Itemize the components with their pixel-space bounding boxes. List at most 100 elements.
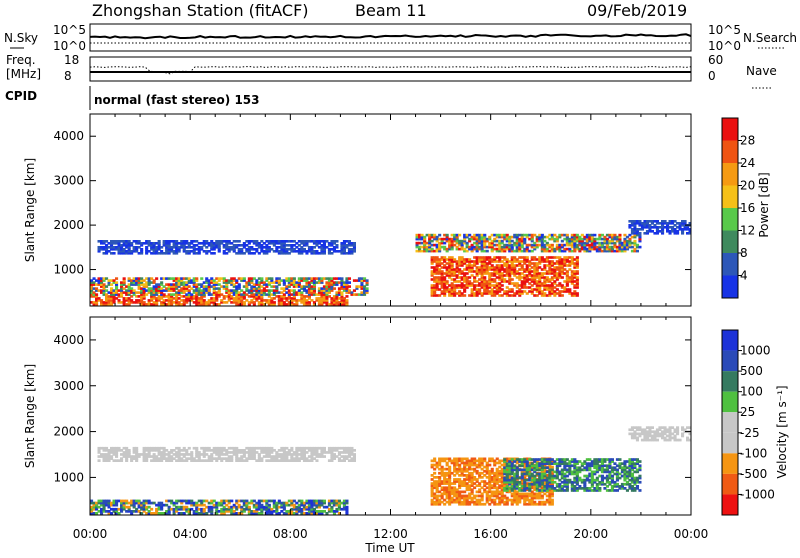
power-cell [95, 293, 98, 296]
velocity-cell [190, 451, 193, 454]
power-cell [483, 276, 486, 279]
power-cell [348, 277, 351, 280]
power-heatmap [90, 220, 692, 306]
power-cell [551, 244, 554, 247]
power-cell [501, 284, 504, 287]
power-cell [576, 276, 579, 279]
nsky-tick-bottom: 10^0 [53, 39, 86, 53]
power-cell [366, 287, 369, 290]
freq-label-1: Freq. [6, 53, 36, 67]
power-ytick-label: 3000 [53, 174, 84, 188]
velocity-cell [128, 449, 131, 452]
nave-tick-top: 60 [708, 53, 723, 67]
velocity-cell [98, 459, 101, 462]
velocity-cell [353, 449, 356, 452]
nave-label: Nave [746, 64, 777, 78]
nsearch-tick-top: 10^5 [708, 23, 741, 37]
date-label: 09/Feb/2019 [587, 1, 687, 20]
freq-tick-top: 18 [64, 53, 79, 67]
power-cell [115, 281, 118, 284]
power-cell [353, 242, 356, 245]
velocity-cell [353, 453, 356, 456]
power-cell [158, 240, 161, 243]
power-cell [511, 288, 514, 291]
power-cell [200, 277, 203, 280]
power-cell [273, 301, 276, 304]
power-cell [618, 234, 621, 237]
power-cell [458, 234, 461, 237]
power-cell [366, 279, 369, 282]
velocity-cell [188, 447, 191, 450]
power-ytick-label: 2000 [53, 218, 84, 232]
power-cell [568, 288, 571, 291]
power-cell [526, 256, 529, 259]
velocity-cell [483, 458, 486, 461]
cpid-text: normal (fast stereo) 153 [94, 93, 260, 107]
power-cell [636, 250, 639, 253]
velocity-cell [323, 455, 326, 458]
velocity-cell [150, 508, 153, 511]
power-cell [293, 277, 296, 280]
velocity-cell [248, 506, 251, 509]
power-cell [446, 234, 449, 237]
power-cell [335, 244, 338, 247]
power-cell [243, 277, 246, 280]
power-cell [576, 292, 579, 295]
power-cell [438, 234, 441, 237]
power-ytick-label: 1000 [53, 263, 84, 277]
power-cell [160, 281, 163, 284]
power-cell [561, 294, 564, 297]
power-cell [483, 234, 486, 237]
velocity-cell [268, 504, 271, 507]
power-cell [238, 240, 241, 243]
power-cell [593, 234, 596, 237]
power-cell [270, 277, 273, 280]
power-cell [163, 293, 166, 296]
nsky-label: N.Sky [4, 31, 38, 45]
power-cell [348, 281, 351, 284]
power-cell [113, 252, 116, 255]
freq-tick-bottom: 8 [64, 69, 72, 83]
velocity-heatmap [90, 426, 692, 514]
velocity-cell [433, 472, 436, 475]
power-cell [638, 246, 641, 249]
velocity-cell [323, 447, 326, 450]
power-cell [238, 283, 241, 286]
power-cell [576, 256, 579, 259]
nsky-trace [90, 34, 691, 38]
velocity-cell [491, 468, 494, 471]
power-cell [486, 250, 489, 253]
power-cell [140, 248, 143, 251]
power-cell [155, 277, 158, 280]
velocity-cell [323, 500, 326, 503]
velocity-cell [551, 466, 554, 469]
velocity-cell [290, 447, 293, 450]
power-cell [195, 277, 198, 280]
power-cell [566, 234, 569, 237]
power-cell [638, 232, 641, 235]
velocity-cell [551, 499, 554, 502]
power-cell [333, 287, 336, 290]
velocity-cell [135, 447, 138, 450]
velocity-cell [448, 466, 451, 469]
power-ylabel: Slant Range [km] [23, 158, 37, 262]
beam-label: Beam 11 [355, 1, 427, 20]
power-cell [348, 285, 351, 288]
power-ytick-label: 4000 [53, 129, 84, 143]
station-title: Zhongshan Station (fitACF) [92, 1, 309, 20]
power-cell [123, 277, 126, 280]
power-panel-frame [90, 114, 691, 306]
power-cell [463, 294, 466, 297]
power-cell [446, 280, 449, 283]
velocity-cell [503, 458, 506, 461]
power-cell [684, 220, 687, 223]
velocity-cell [315, 459, 318, 462]
power-cell [561, 276, 564, 279]
power-cell [576, 270, 579, 273]
nsky-tick-top: 10^5 [53, 23, 86, 37]
power-cell [340, 277, 343, 280]
nsearch-tick-bottom: 10^0 [708, 39, 741, 53]
power-cell [260, 277, 263, 280]
